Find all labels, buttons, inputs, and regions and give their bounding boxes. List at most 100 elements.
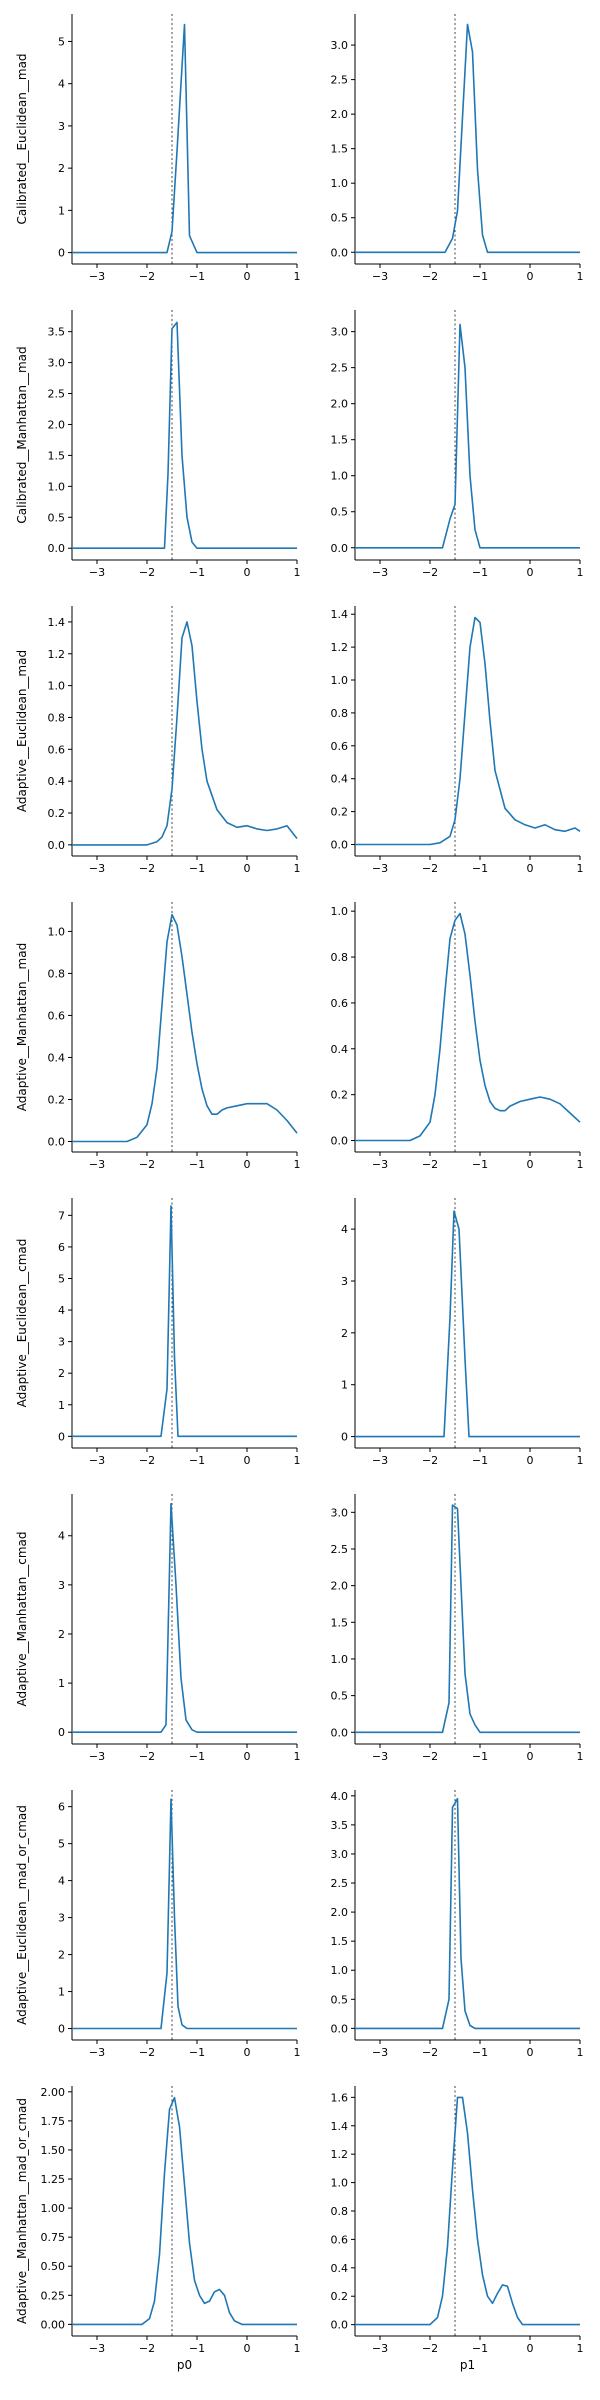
x-tick-label: 1: [577, 2046, 584, 2059]
y-axis-label: Adaptive__Euclidean__cmad: [15, 1239, 29, 1408]
x-tick-label: −3: [89, 1750, 105, 1763]
y-tick-label: 1.4: [48, 616, 66, 629]
y-tick-label: 1.5: [331, 1935, 349, 1948]
x-tick-label: −1: [472, 2046, 488, 2059]
y-axis-label: Adaptive__Manhattan__mad_or_cmad: [15, 2098, 29, 2324]
x-tick-label: −3: [89, 2046, 105, 2059]
y-tick-label: 2: [58, 1628, 65, 1641]
x-tick-label: −2: [422, 2342, 438, 2355]
y-tick-label: 0: [58, 1726, 65, 1739]
density-curve: [355, 1504, 580, 1734]
x-tick-label: 1: [577, 862, 584, 875]
y-tick-label: 0.6: [48, 1009, 66, 1022]
y-tick-label: 0.0: [48, 1135, 66, 1148]
y-tick-label: 1.0: [331, 1964, 349, 1977]
y-tick-label: 3: [58, 1579, 65, 1592]
y-tick-label: 2.0: [331, 1580, 349, 1593]
y-tick-label: 3.0: [331, 1506, 349, 1519]
y-tick-label: 2: [58, 162, 65, 175]
x-tick-label: 1: [577, 1454, 584, 1467]
y-tick-label: 1.2: [331, 2148, 349, 2161]
y-tick-label: 4: [58, 1530, 65, 1543]
x-tick-label: −1: [189, 2342, 205, 2355]
y-tick-label: 0.0: [331, 246, 349, 259]
x-tick-label: 1: [294, 1750, 301, 1763]
y-tick-label: 2.5: [48, 388, 66, 401]
x-tick-label: −2: [139, 1158, 155, 1171]
x-tick-label: 1: [294, 862, 301, 875]
x-tick-label: 0: [527, 1158, 534, 1171]
density-curve: [72, 913, 298, 1143]
x-tick-label: 0: [527, 1750, 534, 1763]
density-curve: [355, 616, 581, 846]
y-tick-label: 0.4: [331, 2262, 349, 2275]
x-axis-label: p0: [177, 2358, 192, 2372]
x-tick-label: 0: [527, 2046, 534, 2059]
density-curve: [355, 323, 580, 549]
y-tick-label: 4: [58, 1304, 65, 1317]
y-tick-label: 0.4: [331, 1043, 349, 1056]
x-tick-label: −2: [422, 1750, 438, 1763]
x-tick-label: −2: [139, 2342, 155, 2355]
y-tick-label: 3: [58, 1912, 65, 1925]
x-tick-label: 0: [527, 2342, 534, 2355]
x-tick-label: −1: [189, 270, 205, 283]
y-tick-label: 4.0: [331, 1790, 349, 1803]
x-tick-label: −1: [472, 1454, 488, 1467]
x-tick-label: −1: [472, 862, 488, 875]
x-tick-label: 1: [577, 2342, 584, 2355]
y-tick-label: 0.6: [48, 743, 66, 756]
y-tick-label: 3.5: [331, 1819, 349, 1832]
y-tick-label: 0.0: [331, 1135, 349, 1148]
y-tick-label: 0.2: [331, 2290, 349, 2303]
y-tick-label: 0: [341, 1431, 348, 1444]
y-tick-label: 4: [341, 1223, 348, 1236]
x-tick-label: −3: [372, 2342, 388, 2355]
x-tick-label: 0: [244, 270, 251, 283]
x-tick-label: −3: [89, 1454, 105, 1467]
y-tick-label: 0: [58, 2023, 65, 2036]
y-tick-label: 1.6: [331, 2091, 349, 2104]
y-tick-label: 1.5: [48, 449, 66, 462]
y-tick-label: 2.0: [331, 108, 349, 121]
x-tick-label: −2: [139, 566, 155, 579]
x-tick-label: −1: [189, 566, 205, 579]
y-tick-label: 0.4: [48, 1051, 66, 1064]
y-tick-label: 2.5: [331, 1877, 349, 1890]
x-tick-label: 1: [294, 2046, 301, 2059]
y-tick-label: 2.5: [331, 74, 349, 87]
x-tick-label: −2: [139, 270, 155, 283]
y-tick-label: 5: [58, 1272, 65, 1285]
y-tick-label: 1.25: [41, 2173, 66, 2186]
y-tick-label: 0.2: [331, 806, 349, 819]
y-tick-label: 0.75: [41, 2231, 66, 2244]
y-tick-label: 1.50: [41, 2144, 66, 2157]
y-tick-label: 0.8: [331, 2205, 349, 2218]
x-tick-label: −2: [422, 270, 438, 283]
y-tick-label: 0.0: [331, 1726, 349, 1739]
y-tick-label: 7: [58, 1209, 65, 1222]
y-tick-label: 2.00: [41, 2086, 66, 2099]
y-axis-label: Adaptive__Euclidean__mad: [15, 650, 29, 812]
y-tick-label: 2: [58, 1949, 65, 1962]
x-tick-label: 1: [577, 270, 584, 283]
x-tick-label: −1: [189, 1750, 205, 1763]
y-tick-label: 1.0: [48, 680, 66, 693]
density-curve: [72, 2096, 297, 2326]
y-tick-label: 1.4: [331, 608, 349, 621]
x-tick-label: 0: [244, 2342, 251, 2355]
y-tick-label: 3: [58, 1336, 65, 1349]
density-curve: [72, 321, 297, 550]
y-tick-label: 0.0: [48, 839, 66, 852]
y-tick-label: 1.0: [331, 470, 349, 483]
x-tick-label: −2: [422, 862, 438, 875]
density-curve: [72, 621, 298, 846]
y-tick-label: 0.8: [331, 707, 349, 720]
y-tick-label: 1.5: [331, 143, 349, 156]
x-tick-label: −3: [372, 1454, 388, 1467]
x-tick-label: 1: [294, 270, 301, 283]
y-tick-label: 5: [58, 35, 65, 48]
x-tick-label: 0: [244, 566, 251, 579]
y-tick-label: 2.5: [331, 362, 349, 375]
y-tick-label: 1.0: [331, 674, 349, 687]
